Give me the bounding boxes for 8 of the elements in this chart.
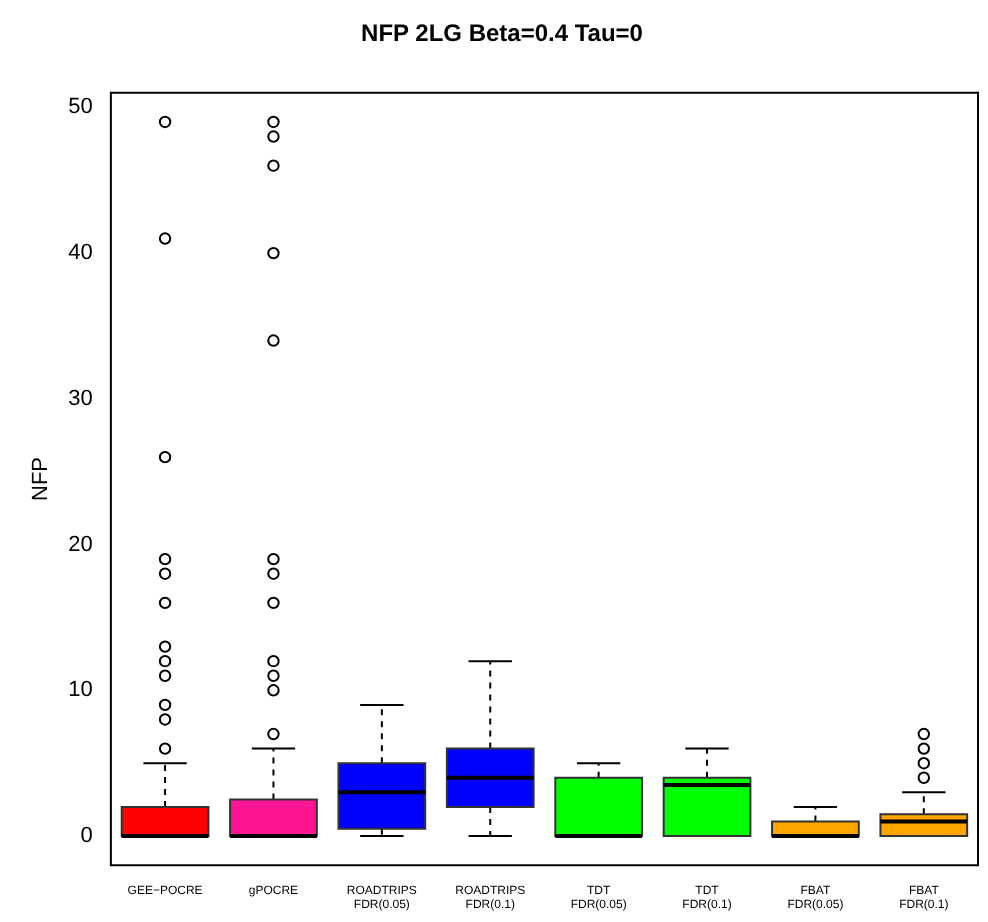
y-tick-label: 40: [68, 241, 93, 266]
chart-title: NFP 2LG Beta=0.4 Tau=0: [361, 19, 644, 48]
y-tick-label: 30: [68, 386, 93, 411]
y-axis-title: NFP: [29, 457, 54, 501]
y-tick-label: 20: [68, 532, 93, 557]
y-tick-label: 50: [68, 95, 93, 120]
y-tick-label: 10: [68, 678, 93, 703]
y-tick-label: 0: [80, 824, 93, 849]
